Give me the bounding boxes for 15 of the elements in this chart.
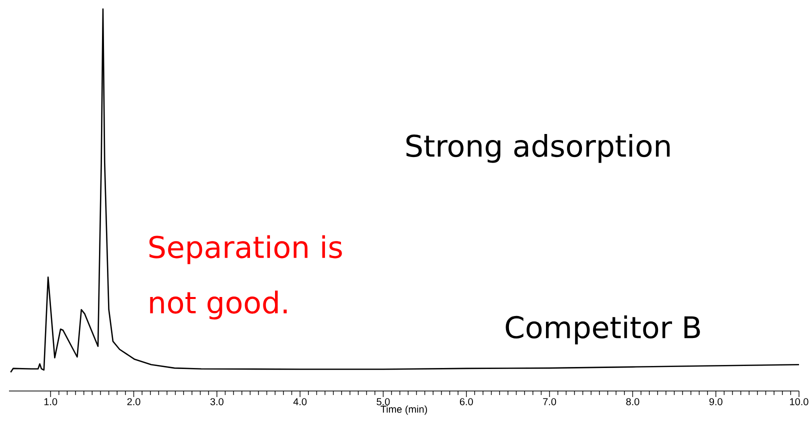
x-tick-label: 1.0	[44, 398, 58, 406]
x-tick-label: 5.0	[376, 398, 390, 406]
annotation: Competitor B	[506, 315, 700, 344]
x-tick-label: 8.0	[626, 398, 640, 406]
x-axis-title: Time (min)	[380, 405, 427, 415]
x-tick-label: 10.0	[790, 398, 808, 406]
annotation: not good.	[150, 290, 287, 320]
x-tick-label: 2.0	[127, 398, 140, 406]
annotation: Separation is	[149, 235, 342, 264]
x-tick-label: 3.0	[210, 398, 224, 406]
x-tick-label: 9.0	[709, 398, 722, 406]
x-tick-label: 4.0	[293, 398, 307, 406]
annotation: Strong adsorption	[406, 134, 670, 163]
x-tick-label: 6.0	[460, 398, 473, 406]
x-tick-label: 7.0	[543, 398, 556, 406]
